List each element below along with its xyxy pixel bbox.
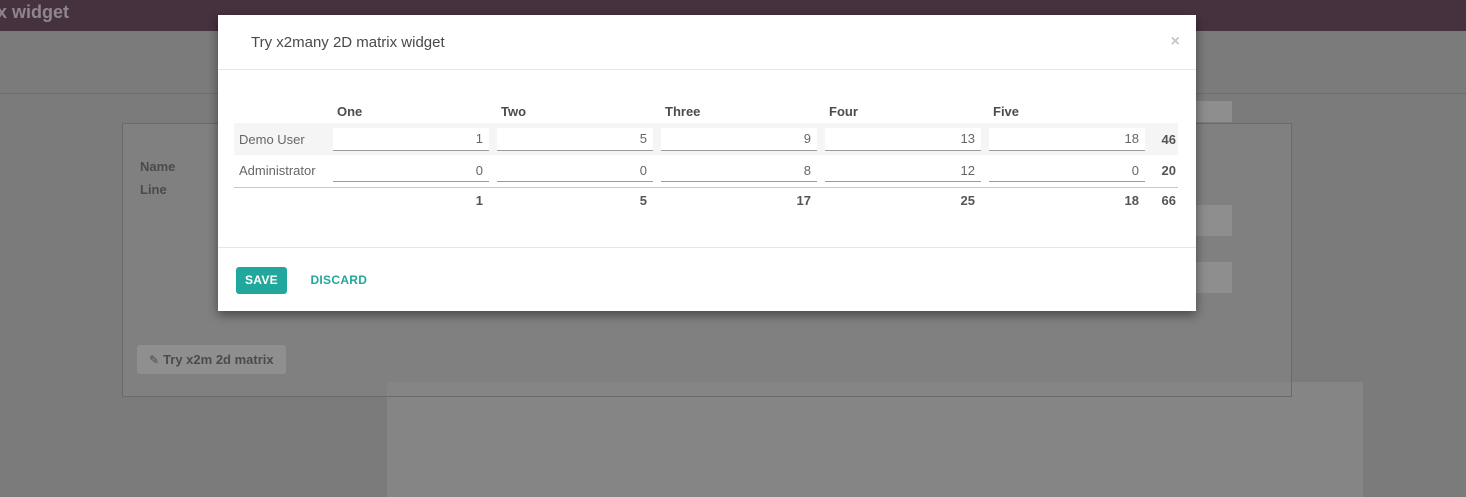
dialog-body: One Two Three Four Five Demo User 46 Adm… [218,70,1196,247]
matrix-row-demo-user: Demo User 46 [234,123,1178,155]
column-total: 18 [989,186,1153,213]
edit-icon: ✎ [149,353,160,367]
column-total: 25 [825,186,989,213]
matrix-corner-cell [234,97,333,123]
line-list-panel [387,382,1363,497]
column-total: 17 [661,186,825,213]
totals-row-label [234,186,333,213]
dialog-header: Try x2many 2D matrix widget × [218,15,1196,70]
column-header-five: Five [993,104,1020,119]
row-total: 46 [1161,131,1176,147]
close-icon[interactable]: × [1170,33,1180,50]
matrix-cell-input[interactable] [333,127,489,151]
matrix-cell-input[interactable] [661,159,817,183]
row-label: Administrator [239,163,316,179]
matrix-row-administrator: Administrator 20 [234,155,1178,187]
row-label: Demo User [239,131,305,147]
matrix-cell-input[interactable] [825,159,981,183]
dialog-footer: SAVE DISCARD [218,247,1196,311]
dialog-title: Try x2many 2D matrix widget [251,33,445,51]
name-field-label: Name [140,159,176,174]
try-x2m-matrix-button-label: Try x2m 2d matrix [163,352,274,367]
line-field-label: Line [140,182,167,197]
column-total: 5 [497,186,661,213]
matrix-cell-input[interactable] [497,159,653,183]
grand-total: 66 [1153,186,1178,213]
row-total: 20 [1161,163,1176,179]
matrix-totals-row: 1 5 17 25 18 66 [234,186,1178,213]
column-header-three: Three [665,104,701,119]
matrix-cell-input[interactable] [661,127,817,151]
column-header-one: One [337,104,363,119]
matrix-cell-input[interactable] [333,159,489,183]
row-total-header [1153,97,1178,123]
matrix-cell-input[interactable] [825,127,981,151]
save-button[interactable]: SAVE [236,267,287,294]
matrix-cell-input[interactable] [497,127,653,151]
matrix-header-row: One Two Three Four Five [234,97,1178,123]
page-title: x widget [0,2,70,22]
matrix-dialog: Try x2many 2D matrix widget × One Two Th… [218,15,1196,311]
column-header-two: Two [501,104,527,119]
matrix-table: One Two Three Four Five Demo User 46 Adm… [234,97,1178,213]
matrix-cell-input[interactable] [989,159,1145,183]
matrix-cell-input[interactable] [989,127,1145,151]
discard-button[interactable]: DISCARD [310,267,367,294]
column-header-four: Four [829,104,858,119]
column-total: 1 [333,186,497,213]
try-x2m-matrix-button: ✎ Try x2m 2d matrix [137,345,286,374]
